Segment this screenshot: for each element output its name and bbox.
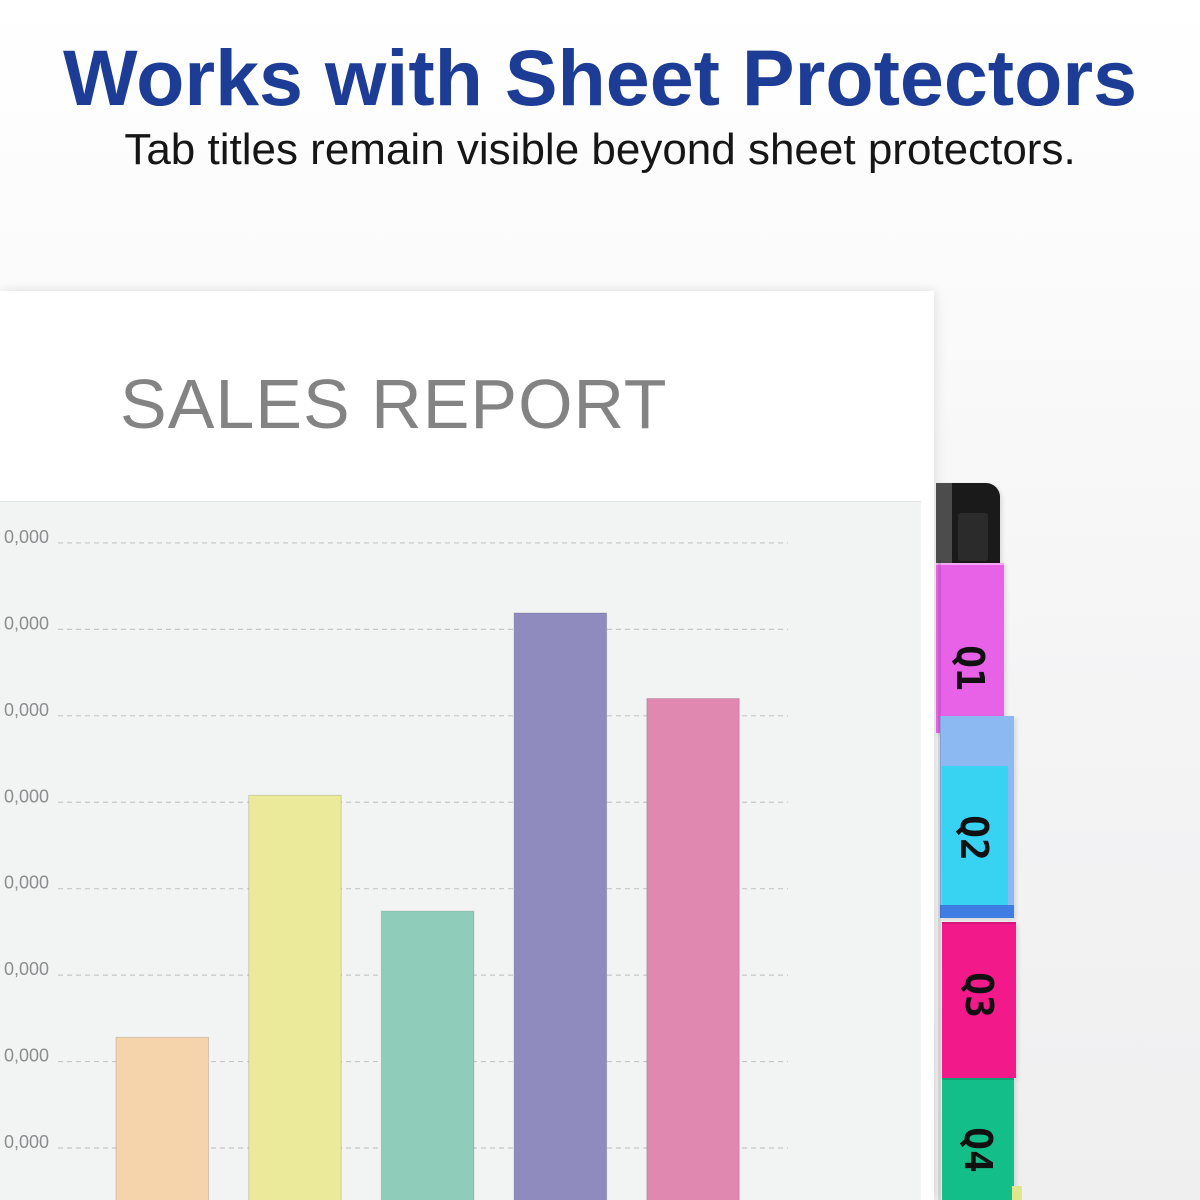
headline-title: Works with Sheet Protectors <box>62 33 1138 122</box>
tab-label: Q4 <box>956 1127 1000 1173</box>
sheet-protector-edge <box>938 560 941 1200</box>
divider-tab-black <box>936 483 1000 575</box>
y-tick-label: 0,000 <box>4 1132 49 1152</box>
divider-tab-q4: Q4 <box>942 1078 1014 1200</box>
tab-label: Q1 <box>948 645 992 691</box>
y-tick-label: 0,000 <box>4 786 49 806</box>
divider-tab-q1: Q1 <box>936 563 1004 733</box>
y-tick-label: 0,000 <box>4 1046 49 1066</box>
tab-label: Q2 <box>952 815 996 861</box>
bar-5 <box>646 698 740 1200</box>
bar-chart: 0,000 0,000 0,000 0,000 0,000 0,000 0,000 0,000 <box>4 527 788 1200</box>
tab-label: Q3 <box>957 972 1001 1018</box>
y-tick-label: 0,000 <box>4 613 49 633</box>
y-tick-label: 0,000 <box>4 873 49 893</box>
bar-2 <box>248 794 342 1200</box>
divider-tab-peek <box>1012 1186 1022 1200</box>
divider-tab-q3: Q3 <box>942 922 1016 1078</box>
headline-subtitle: Tab titles remain visible beyond sheet p… <box>124 125 1076 174</box>
bar-3 <box>380 910 475 1200</box>
divider-tab-q2: Q2 <box>942 766 1008 905</box>
y-tick-label: 0,000 <box>4 959 49 979</box>
bar-4 <box>513 612 608 1200</box>
report-title: SALES REPORT <box>120 365 668 443</box>
y-tick-label: 0,000 <box>4 700 49 720</box>
y-tick-label: 0,000 <box>4 527 49 547</box>
bar-1 <box>115 1036 209 1200</box>
